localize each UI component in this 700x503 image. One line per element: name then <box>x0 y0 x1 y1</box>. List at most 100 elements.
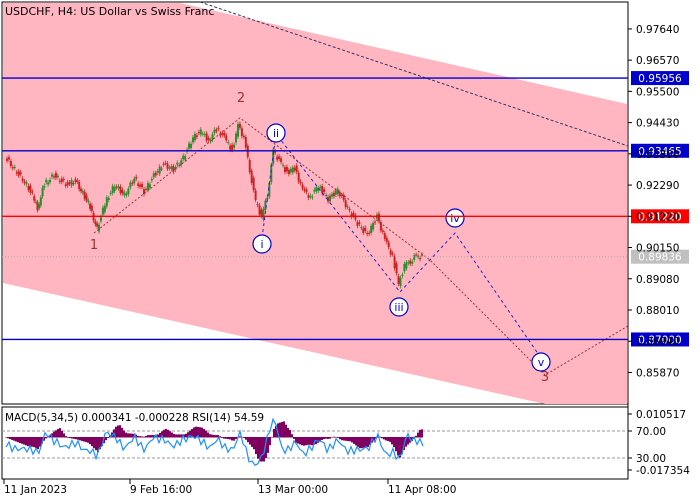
macd-bar <box>211 434 213 438</box>
macd-bar <box>65 436 67 438</box>
candle-body <box>356 222 359 226</box>
macd-bar <box>163 429 165 438</box>
candle-body <box>156 171 159 173</box>
macd-bar <box>159 432 161 438</box>
macd-bar <box>9 437 11 440</box>
candle-body <box>64 184 67 186</box>
macd-bar <box>243 437 245 438</box>
macd-bar <box>21 437 23 444</box>
macd-bar <box>265 437 267 459</box>
macd-bar <box>387 437 389 442</box>
candle-body <box>419 257 422 260</box>
wave-label-iii: iii <box>394 301 403 314</box>
macd-bar <box>85 437 87 443</box>
y-tick-label-6: 0.91220 <box>636 211 679 223</box>
candle-body <box>143 189 146 195</box>
macd-bar <box>5 437 7 438</box>
macd-bar <box>97 437 99 453</box>
macd-bar <box>31 437 33 447</box>
candle-body <box>311 196 314 198</box>
chart-symbol: USDCHF, H4: US Dollar vs Swiss Franc <box>5 5 214 18</box>
timeframe-text: H4 <box>58 5 73 18</box>
candle-body <box>107 198 110 200</box>
macd-bar <box>381 437 383 439</box>
candle-body <box>34 201 37 203</box>
y-tick-label-11: 0.85870 <box>636 367 679 379</box>
macd-bar <box>395 437 397 452</box>
candle-body <box>225 135 228 141</box>
macd-bar <box>57 429 59 438</box>
candle-body <box>182 155 185 160</box>
macd-bar <box>101 437 103 447</box>
y-tick-label-0: 0.97640 <box>636 24 679 36</box>
candle-body <box>101 207 104 215</box>
candle-body <box>217 128 220 130</box>
candle-body <box>338 192 341 197</box>
macd-bar <box>247 437 249 443</box>
candle-body <box>43 185 46 188</box>
macd-bar <box>93 437 95 449</box>
candle-body <box>415 254 418 256</box>
candle-body <box>103 205 106 213</box>
macd-bar <box>275 425 277 438</box>
macd-bar <box>251 437 253 447</box>
macd-bar <box>127 433 129 438</box>
macd-bar <box>393 437 395 448</box>
macd-bar <box>217 435 219 438</box>
macd-bar <box>129 433 131 438</box>
candle-body <box>348 208 351 211</box>
macd-bar <box>137 435 139 438</box>
candle-body <box>421 254 424 256</box>
macd-bar <box>181 434 183 438</box>
last-price-tag <box>631 249 689 264</box>
macd-bar <box>379 436 381 438</box>
candle-body <box>9 161 12 166</box>
macd-bar <box>105 437 107 441</box>
candle-body <box>233 144 236 148</box>
macd-bar <box>383 437 385 440</box>
macd-bar <box>267 437 269 453</box>
candle-body <box>325 194 328 196</box>
candle-body <box>383 233 386 239</box>
macd-bar <box>73 437 75 439</box>
x-tick-label-2: 13 Mar 00:00 <box>258 484 328 496</box>
candle-body <box>190 143 193 149</box>
candle-body <box>15 172 18 174</box>
candle-body <box>385 237 388 242</box>
level-label-0: 0.95956 <box>638 73 682 85</box>
macd-bar <box>221 437 223 438</box>
candle-body <box>250 170 253 183</box>
rsi-line <box>5 417 424 466</box>
candle-body <box>176 162 179 165</box>
candle-body <box>123 192 126 196</box>
candle-body <box>62 179 65 181</box>
candle-body <box>397 276 400 284</box>
macd-bar <box>81 437 83 441</box>
macd-bar <box>421 429 423 438</box>
macd-bar <box>53 431 55 438</box>
candle-body <box>54 172 57 178</box>
candle-body <box>38 204 41 209</box>
axis-layer: 0.97640 0.96570 0.95500 0.94430 0.93360 0.922… <box>3 24 679 496</box>
candle-body <box>184 156 187 160</box>
candle-body <box>260 209 263 217</box>
macd-bar <box>257 437 259 459</box>
candle-body <box>152 173 155 178</box>
candle-body <box>280 158 283 163</box>
macd-bar <box>309 437 311 445</box>
candle-body <box>213 129 216 134</box>
y-tick-label-7: 0.90150 <box>636 243 679 255</box>
macd-bar <box>343 437 345 441</box>
candle-body <box>25 182 28 185</box>
candle-body <box>68 182 71 184</box>
candle-body <box>374 221 377 223</box>
macd-bar <box>357 437 359 447</box>
candle-body <box>332 192 335 197</box>
candle-body <box>366 233 369 235</box>
candle-body <box>135 176 138 179</box>
candle-body <box>89 203 92 209</box>
macd-bar <box>199 427 201 438</box>
macd-bar <box>197 426 199 438</box>
